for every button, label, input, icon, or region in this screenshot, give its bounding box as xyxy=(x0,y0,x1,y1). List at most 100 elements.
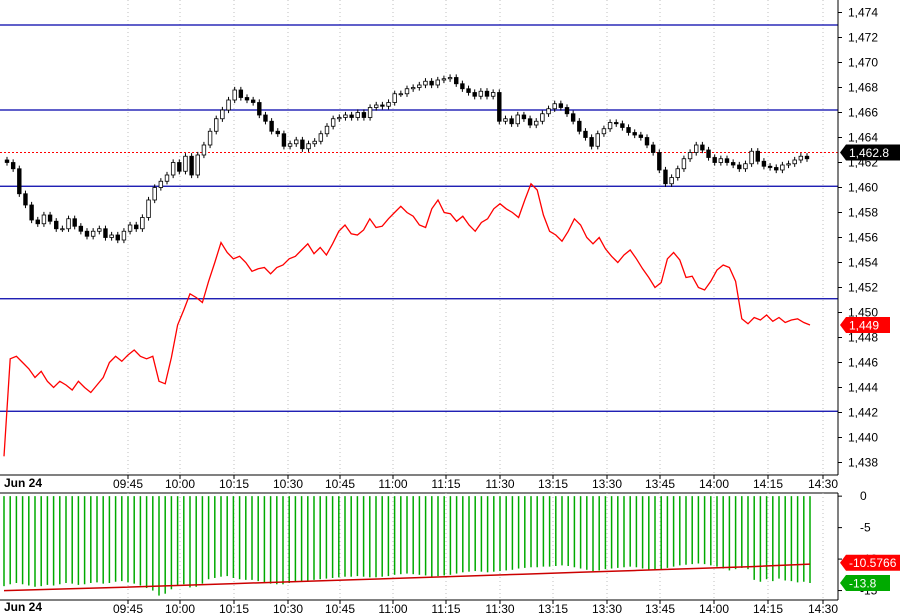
indicator-bar-series xyxy=(3,496,811,596)
price-ytick-label-7: 1,452 xyxy=(848,281,878,295)
candle-body-68 xyxy=(423,80,428,86)
candle-104 xyxy=(644,134,650,149)
candle-body-10 xyxy=(66,218,71,230)
indicator-xtick-label-2: 10:15 xyxy=(219,602,249,613)
candle-body-122 xyxy=(755,150,760,162)
price-plot-area xyxy=(0,0,838,475)
candle-body-14 xyxy=(90,230,96,237)
indicator-xtick-label-3: 10:30 xyxy=(273,602,303,613)
price-badge-1: 1,449 xyxy=(840,317,890,333)
candle-67 xyxy=(417,81,422,91)
candle-body-11 xyxy=(72,218,77,227)
candle-body-108 xyxy=(669,177,674,185)
candle-body-87 xyxy=(540,113,545,122)
candle-body-1 xyxy=(10,162,16,170)
candle-59 xyxy=(367,104,373,121)
price-ytick-label-8: 1,454 xyxy=(848,256,878,270)
candle-108 xyxy=(669,174,674,187)
candle-body-4 xyxy=(29,204,34,221)
candle-body-62 xyxy=(386,102,391,107)
candle-34 xyxy=(214,115,219,135)
candle-body-51 xyxy=(318,133,324,142)
price-xtick-label-1: 10:00 xyxy=(165,477,195,491)
candle-body-41 xyxy=(257,102,262,116)
candle-21 xyxy=(134,221,139,232)
candle-45 xyxy=(281,130,287,150)
candle-9 xyxy=(60,225,65,232)
candle-81 xyxy=(503,115,508,125)
candle-8 xyxy=(54,218,59,232)
price-xtick-label-7: 11:30 xyxy=(485,477,514,491)
candle-33 xyxy=(207,128,213,149)
candle-body-86 xyxy=(534,120,539,126)
indicator-badge-text-1: -13.8 xyxy=(849,577,877,591)
price-ytick-label-2: 1,442 xyxy=(848,406,878,420)
price-ytick-label-5: 1,448 xyxy=(848,331,878,345)
candle-89 xyxy=(552,100,557,112)
candle-37 xyxy=(232,86,237,104)
candle-130 xyxy=(804,153,810,162)
candle-7 xyxy=(47,211,53,225)
indicator-xtick-label-8: 13:15 xyxy=(538,602,568,613)
candle-body-97 xyxy=(601,128,607,135)
candle-17 xyxy=(109,231,114,241)
candle-99 xyxy=(614,119,619,127)
candle-body-25 xyxy=(158,180,164,188)
price-ytick-label-0: 1,438 xyxy=(848,456,878,470)
price-ytick-label-18: 1,474 xyxy=(848,6,878,20)
candle-body-55 xyxy=(343,114,348,118)
candle-body-100 xyxy=(620,123,625,128)
candle-115 xyxy=(712,154,717,166)
candle-body-89 xyxy=(552,103,557,110)
candle-body-103 xyxy=(638,134,644,138)
candle-body-116 xyxy=(718,158,724,163)
indicator-xtick-label-10: 13:45 xyxy=(645,602,675,613)
candle-body-16 xyxy=(103,228,108,238)
candle-76 xyxy=(472,89,477,100)
candle-97 xyxy=(601,125,607,137)
candle-body-22 xyxy=(140,217,145,230)
candle-15 xyxy=(97,225,102,235)
candle-103 xyxy=(638,131,644,141)
candle-body-60 xyxy=(374,104,379,108)
candle-62 xyxy=(386,99,391,110)
candle-85 xyxy=(527,115,533,129)
candle-body-56 xyxy=(349,114,354,118)
candle-38 xyxy=(238,86,244,101)
candle-body-6 xyxy=(41,214,47,225)
candle-106 xyxy=(657,149,662,174)
candle-body-17 xyxy=(109,234,114,238)
candle-6 xyxy=(41,211,47,227)
price-x-axis-ticks: 09:45 10:00 10:15 10:30 10:45 11:00 11:15 11:30… xyxy=(113,475,838,491)
candle-body-34 xyxy=(214,118,219,132)
candle-body-26 xyxy=(164,174,170,182)
indicator-badge-text-0: -10.5766 xyxy=(849,556,897,570)
candle-84 xyxy=(521,111,527,122)
indicator-red-line xyxy=(3,563,811,592)
candle-body-42 xyxy=(263,114,268,122)
candle-body-29 xyxy=(183,155,188,172)
candle-body-65 xyxy=(404,88,410,95)
price-xtick-label-10: 13:45 xyxy=(645,477,675,491)
indicator-badge-1: -13.8 xyxy=(840,575,890,592)
candle-body-30 xyxy=(189,155,194,176)
candle-body-7 xyxy=(47,214,53,222)
price-candlestick-series xyxy=(4,74,810,244)
candle-12 xyxy=(78,223,84,235)
candle-93 xyxy=(577,118,582,135)
candle-125 xyxy=(774,164,779,174)
candle-43 xyxy=(269,118,274,135)
candle-body-59 xyxy=(367,107,373,118)
candle-120 xyxy=(743,160,748,172)
candle-body-112 xyxy=(694,144,699,153)
indicator-badge-shape-0 xyxy=(840,554,900,571)
indicator-ytick-label-1: -5 xyxy=(860,521,871,535)
candle-body-73 xyxy=(454,77,459,85)
candle-47 xyxy=(294,136,299,147)
candle-3 xyxy=(23,190,28,209)
candle-22 xyxy=(140,214,145,232)
candle-body-105 xyxy=(650,144,656,153)
candle-91 xyxy=(564,104,570,117)
candle-body-75 xyxy=(466,88,471,93)
indicator-xtick-label-12: 14:15 xyxy=(753,602,783,613)
